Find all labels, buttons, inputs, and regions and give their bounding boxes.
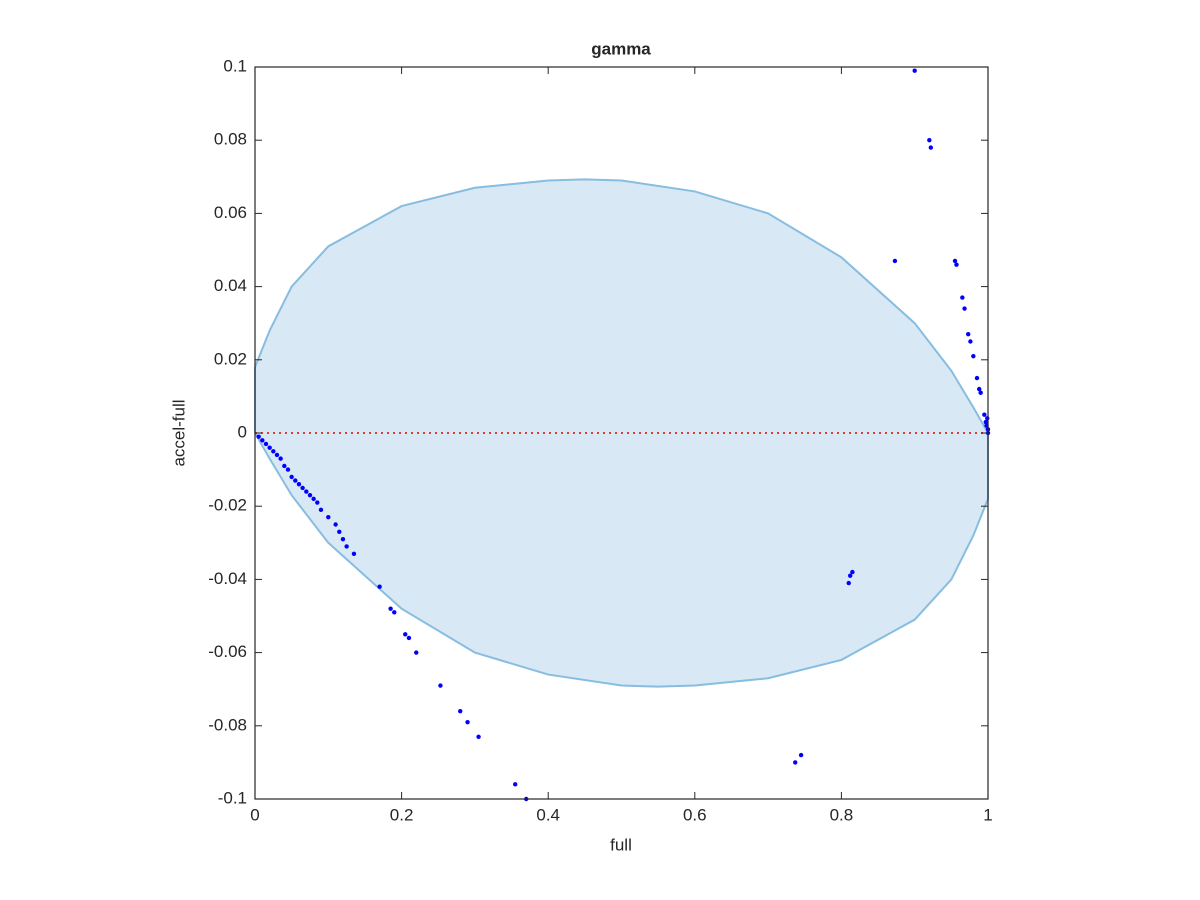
y-tick-label: -0.1: [218, 788, 247, 807]
point: [296, 482, 302, 487]
y-tick-label: 0.02: [214, 349, 247, 368]
point: [928, 145, 934, 150]
point: [293, 478, 298, 483]
point: [315, 500, 320, 505]
point: [847, 573, 853, 578]
point: [968, 339, 973, 344]
point: [304, 489, 309, 494]
x-tick-label: 0.4: [536, 805, 560, 824]
point: [282, 463, 287, 469]
point: [403, 632, 408, 637]
point: [377, 584, 382, 589]
point: [465, 719, 470, 725]
point: [892, 258, 898, 264]
x-tick-label: 0.2: [390, 805, 414, 824]
point: [274, 452, 280, 458]
point: [952, 258, 958, 264]
y-tick-label: 0: [238, 422, 247, 441]
point: [318, 507, 324, 513]
point: [337, 529, 342, 535]
point: [458, 708, 463, 714]
chart-title: gamma: [591, 39, 651, 58]
y-tick-label: 0.04: [214, 276, 247, 295]
point: [256, 434, 261, 439]
point: [798, 752, 804, 758]
y-tick-label: 0.08: [214, 130, 247, 149]
point: [263, 441, 269, 447]
point: [260, 438, 265, 443]
x-axis-label: full: [610, 835, 632, 854]
point: [406, 635, 412, 641]
point: [326, 514, 331, 520]
point: [983, 419, 989, 425]
x-tick-label: 0: [250, 805, 259, 824]
y-axis-label: accel-full: [169, 399, 188, 466]
y-tick-label: 0.1: [223, 56, 247, 75]
point: [351, 551, 357, 556]
point: [960, 295, 965, 300]
point: [285, 467, 291, 472]
point: [278, 456, 283, 461]
x-tick-label: 0.6: [683, 805, 707, 824]
y-tick-label: -0.04: [208, 569, 247, 588]
point: [476, 734, 481, 739]
y-tick-label: -0.06: [208, 642, 247, 661]
point: [982, 412, 987, 417]
y-tick-label: -0.02: [208, 496, 247, 515]
point: [978, 390, 983, 395]
point: [388, 606, 393, 611]
point: [846, 580, 851, 586]
point: [513, 782, 518, 787]
point: [962, 306, 967, 311]
x-tick-label: 0.8: [830, 805, 854, 824]
point: [333, 522, 338, 527]
point: [271, 449, 276, 454]
point: [311, 496, 316, 502]
point: [966, 331, 971, 337]
point: [927, 138, 932, 143]
point: [985, 416, 990, 421]
point: [267, 445, 272, 450]
point: [300, 485, 305, 491]
point: [289, 474, 294, 480]
point: [344, 544, 349, 549]
point: [438, 683, 443, 688]
point: [392, 610, 397, 615]
point: [793, 760, 798, 765]
point: [340, 536, 346, 542]
point: [954, 262, 959, 267]
point: [977, 386, 982, 392]
point: [850, 569, 855, 575]
point: [912, 68, 917, 73]
point: [971, 353, 976, 359]
point: [974, 375, 980, 381]
point: [307, 493, 313, 498]
y-tick-label: 0.06: [214, 203, 247, 222]
x-tick-label: 1: [983, 805, 992, 824]
y-tick-label: -0.08: [208, 715, 247, 734]
point: [414, 650, 419, 655]
